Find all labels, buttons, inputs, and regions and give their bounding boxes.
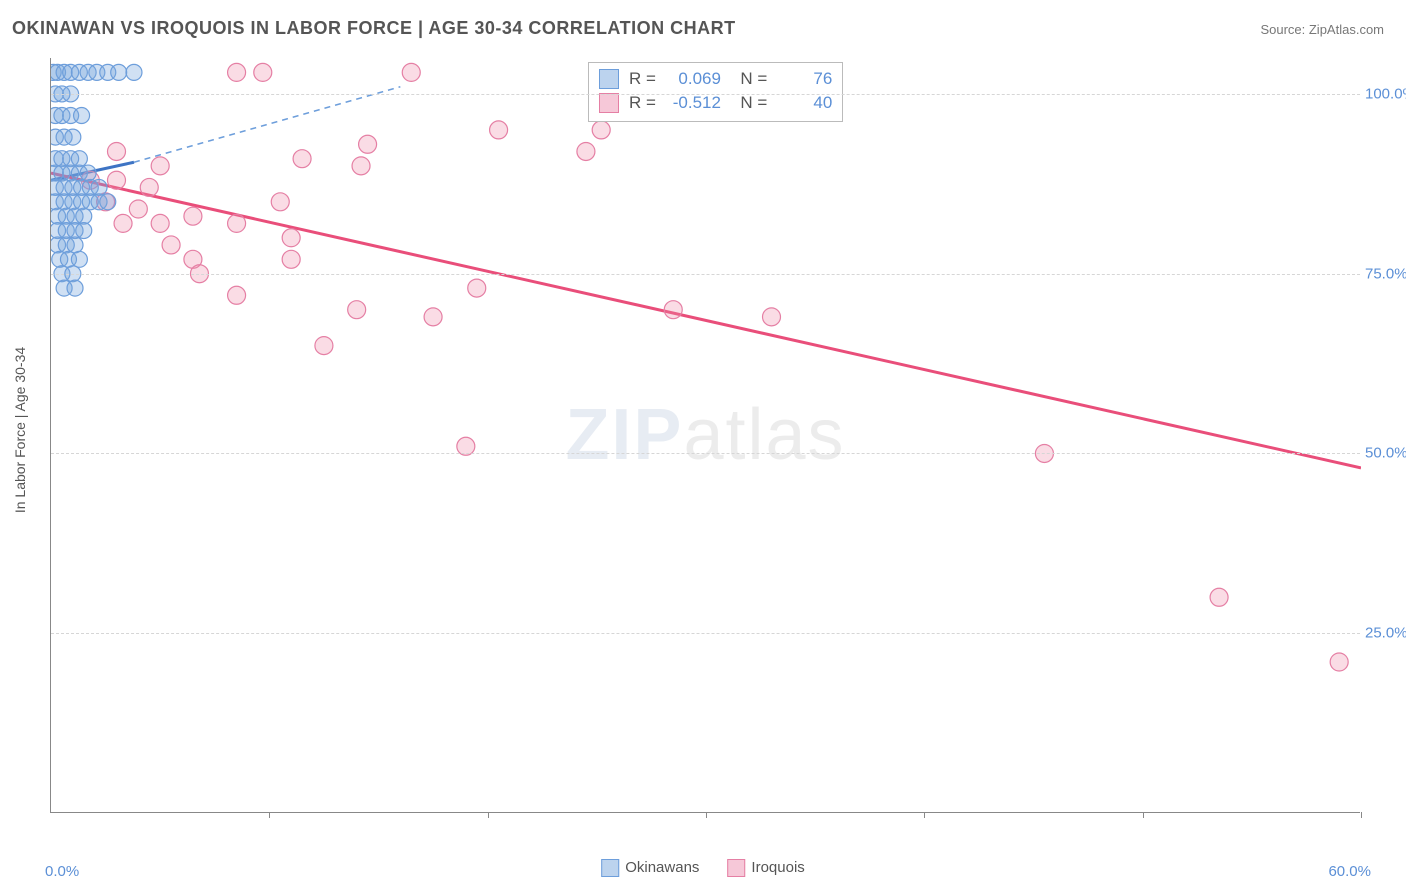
stats-swatch-iroquois <box>599 93 619 113</box>
n-value-okinawans: 76 <box>777 67 832 91</box>
legend-label-okinawans: Okinawans <box>625 859 699 876</box>
x-tick <box>269 812 270 818</box>
y-axis-label: In Labor Force | Age 30-34 <box>12 347 28 513</box>
legend-item-iroquois: Iroquois <box>727 859 804 877</box>
x-tick <box>1361 812 1362 818</box>
gridline <box>51 633 1360 634</box>
x-tick <box>924 812 925 818</box>
legend-label-iroquois: Iroquois <box>751 859 804 876</box>
y-tick-label: 100.0% <box>1365 85 1406 102</box>
stats-row-okinawans: R = 0.069 N = 76 <box>599 67 832 91</box>
n-label: N = <box>731 67 767 91</box>
watermark: ZIPatlas <box>565 394 845 476</box>
watermark-thin: atlas <box>683 395 845 475</box>
gridline <box>51 274 1360 275</box>
gridline <box>51 94 1360 95</box>
x-tick <box>488 812 489 818</box>
legend-swatch-okinawans <box>601 859 619 877</box>
legend-item-okinawans: Okinawans <box>601 859 699 877</box>
scatter-plot: ZIPatlas R = 0.069 N = 76 R = -0.512 N =… <box>50 58 1360 813</box>
legend-swatch-iroquois <box>727 859 745 877</box>
y-tick-label: 25.0% <box>1365 625 1406 642</box>
source-attribution: Source: ZipAtlas.com <box>1260 22 1384 37</box>
x-axis-max-label: 60.0% <box>1328 863 1371 880</box>
chart-title: OKINAWAN VS IROQUOIS IN LABOR FORCE | AG… <box>12 18 736 39</box>
stats-legend: R = 0.069 N = 76 R = -0.512 N = 40 <box>588 62 843 122</box>
bottom-legend: Okinawans Iroquois <box>601 859 805 877</box>
r-label: R = <box>629 67 656 91</box>
x-tick <box>1143 812 1144 818</box>
x-tick <box>706 812 707 818</box>
y-tick-label: 50.0% <box>1365 445 1406 462</box>
stats-swatch-okinawans <box>599 69 619 89</box>
x-axis-min-label: 0.0% <box>45 863 79 880</box>
r-value-okinawans: 0.069 <box>666 67 721 91</box>
watermark-bold: ZIP <box>565 395 683 475</box>
y-tick-label: 75.0% <box>1365 265 1406 282</box>
gridline <box>51 453 1360 454</box>
